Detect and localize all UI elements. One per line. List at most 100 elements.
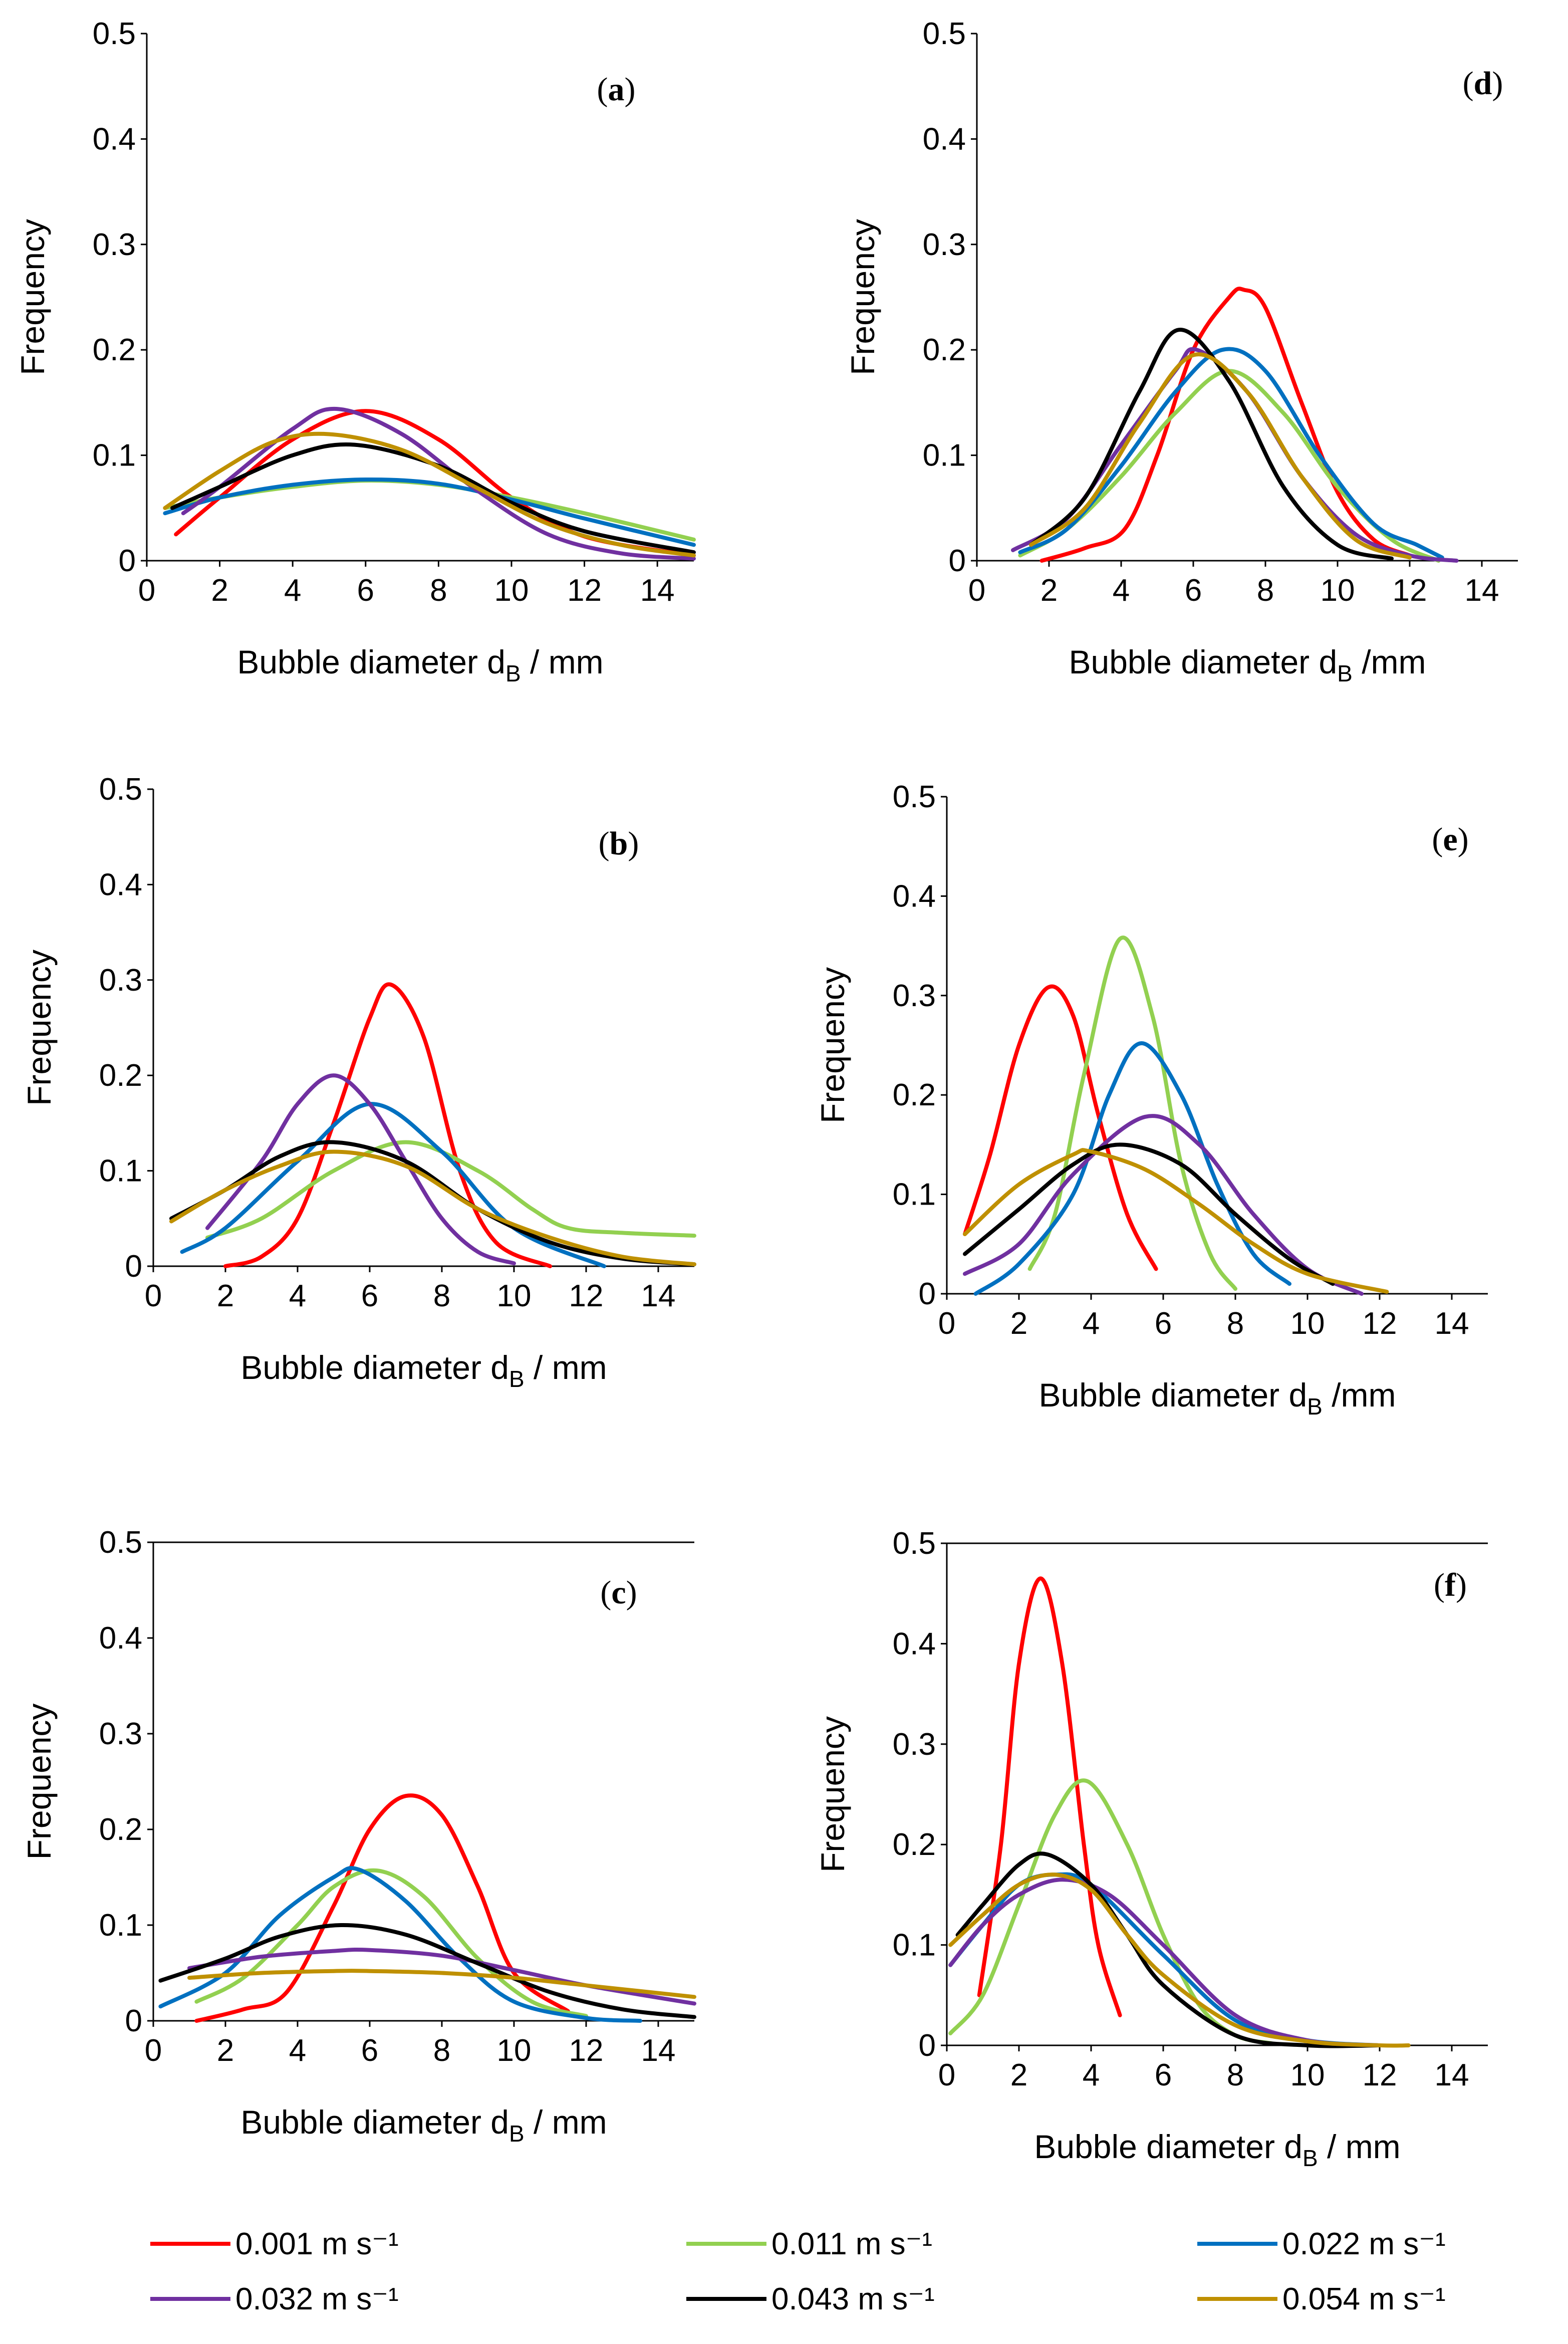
series-line-6 (187, 1969, 696, 1999)
x-tick-label: 10 (1290, 2058, 1325, 2092)
x-tick-label: 6 (361, 1279, 378, 1313)
x-tick-label: 6 (1155, 2058, 1172, 2092)
panel-label-letter: c (611, 1574, 626, 1611)
x-tick-label: 4 (1083, 2058, 1100, 2092)
y-tick-label: 0.5 (99, 772, 142, 807)
series-line-3 (973, 1041, 1291, 1296)
x-tick-label: 8 (430, 573, 447, 608)
x-tick-label: 12 (567, 573, 602, 608)
x-tick-label: 0 (938, 1306, 955, 1341)
panel-label-letter: a (608, 71, 625, 108)
series-line-4 (181, 406, 696, 561)
panel-a: 0 0.1 0.2 0.3 0.4 0.5 0 2 4 6 8 10 12 14 Frequency Bubb… (14, 17, 696, 686)
y-tick-label: 0.3 (93, 227, 136, 262)
x-tick-label: 10 (1290, 1306, 1325, 1341)
x-tick-label: 12 (569, 1279, 604, 1313)
panels: 0 0.1 0.2 0.3 0.4 0.5 0 2 4 6 8 10 12 14 Frequency Bubb… (14, 17, 1518, 2171)
x-axis-title-main: Bubble diameter d (1034, 2128, 1302, 2165)
y-tick-label: 0 (125, 2004, 142, 2038)
legend-label-2: 0.011 m s⁻¹ (771, 2227, 932, 2261)
x-axis-title: Bubble diameter dB / mm (240, 1349, 607, 1392)
x-tick-label: 2 (217, 1279, 234, 1313)
y-axis-title: Frequency (14, 219, 51, 375)
x-axis-title-unit: /mm (1323, 1376, 1396, 1414)
panel-label-close-paren: ) (625, 71, 636, 108)
panel-b: 0 0.1 0.2 0.3 0.4 0.5 0 2 4 6 8 10 12 14 Frequency Bubb… (21, 772, 696, 1392)
y-tick-label: 0.1 (893, 1928, 936, 1963)
y-tick-label: 0.2 (99, 1058, 142, 1093)
series-line-2 (1027, 935, 1237, 1291)
x-tick-label: 12 (1363, 2058, 1397, 2092)
y-axis-title: Frequency (21, 950, 58, 1106)
series-line-6 (948, 1872, 1411, 2048)
x-axis-title-unit: /mm (1353, 643, 1426, 680)
y-tick-label: 0.2 (893, 1078, 936, 1112)
y-tick-label: 0.2 (923, 333, 966, 367)
series-line-1 (963, 984, 1158, 1271)
y-tick-label: 0 (919, 1277, 936, 1311)
y-tick-label: 0.1 (99, 1908, 142, 1943)
legend-label-4: 0.032 m s⁻¹ (235, 2282, 399, 2316)
y-tick-label: 0.4 (893, 879, 936, 913)
x-axis-title: Bubble diameter dB / mm (1034, 2128, 1400, 2171)
series-line-2 (205, 1140, 696, 1240)
x-tick-label: 4 (289, 1279, 306, 1313)
panel-label-open-paren: ( (1463, 65, 1474, 102)
panel-label-close-paren: ) (1492, 65, 1503, 102)
x-tick-label: 2 (211, 573, 228, 608)
panel-c: 0 0.1 0.2 0.3 0.4 0.5 0 2 4 6 8 10 12 14 Frequency Bubb… (21, 1525, 696, 2147)
y-tick-label: 0.2 (893, 1827, 936, 1862)
x-tick-label: 14 (641, 1279, 676, 1313)
x-tick-label: 4 (1083, 1306, 1100, 1341)
x-axis-title-main: Bubble diameter d (240, 2103, 509, 2141)
y-tick-label: 0.1 (893, 1178, 936, 1212)
x-axis-title-main: Bubble diameter d (237, 643, 505, 680)
series-line-1 (223, 982, 552, 1268)
y-tick-label: 0.5 (99, 1525, 142, 1560)
x-tick-label: 0 (145, 1279, 162, 1313)
y-tick-label: 0.3 (99, 1717, 142, 1751)
y-tick-label: 0.5 (893, 1526, 936, 1561)
panel-label-open-paren: ( (1432, 821, 1443, 858)
y-tick-label: 0.4 (93, 122, 136, 156)
x-tick-label: 14 (1465, 573, 1499, 608)
panel-label: (b) (599, 825, 639, 862)
x-tick-label: 14 (1435, 2058, 1469, 2092)
x-tick-label: 6 (1155, 1306, 1172, 1341)
series-line-4 (948, 1878, 1382, 2047)
series-line-3 (1018, 347, 1444, 560)
x-tick-label: 12 (1363, 1306, 1397, 1341)
y-axis-title: Frequency (814, 967, 851, 1123)
series-line-5 (1029, 328, 1394, 561)
x-tick-label: 0 (138, 573, 155, 608)
y-tick-label: 0.3 (893, 979, 936, 1013)
x-tick-label: 14 (1435, 1306, 1469, 1341)
x-axis-title-subscript: B (1302, 2145, 1318, 2171)
panel-label-letter: d (1474, 65, 1492, 102)
series-line-6 (963, 1148, 1389, 1294)
series-line-3 (163, 477, 696, 547)
panel-d: 0 0.1 0.2 0.3 0.4 0.5 0 2 4 6 8 10 12 14 Frequency Bubb… (844, 17, 1518, 686)
x-tick-label: 2 (1010, 2058, 1027, 2092)
series-line-5 (169, 1140, 696, 1267)
series-line-4 (963, 1114, 1364, 1296)
x-tick-label: 14 (641, 2033, 676, 2068)
legend-label-3: 0.022 m s⁻¹ (1282, 2227, 1446, 2261)
x-tick-label: 4 (289, 2033, 306, 2068)
y-tick-label: 0.4 (99, 867, 142, 902)
legend-label-5: 0.043 m s⁻¹ (771, 2282, 935, 2316)
series-line-6 (169, 1149, 696, 1267)
x-tick-label: 8 (433, 1279, 450, 1313)
series-line-2 (194, 1868, 588, 2018)
panel-e: 0 0.1 0.2 0.3 0.4 0.5 0 2 4 6 8 10 12 14 Frequency Bubb… (814, 780, 1488, 1420)
x-tick-label: 10 (1321, 573, 1355, 608)
series-line-2 (948, 1778, 1273, 2045)
x-axis-title-unit: / mm (525, 1349, 607, 1386)
series-line-6 (1029, 352, 1412, 560)
panel-label: (c) (600, 1574, 637, 1611)
y-axis-title: Frequency (21, 1704, 58, 1860)
series-line-1 (194, 1793, 570, 2023)
legend-label-1: 0.001 m s⁻¹ (235, 2227, 399, 2261)
y-tick-label: 0.1 (93, 438, 136, 473)
